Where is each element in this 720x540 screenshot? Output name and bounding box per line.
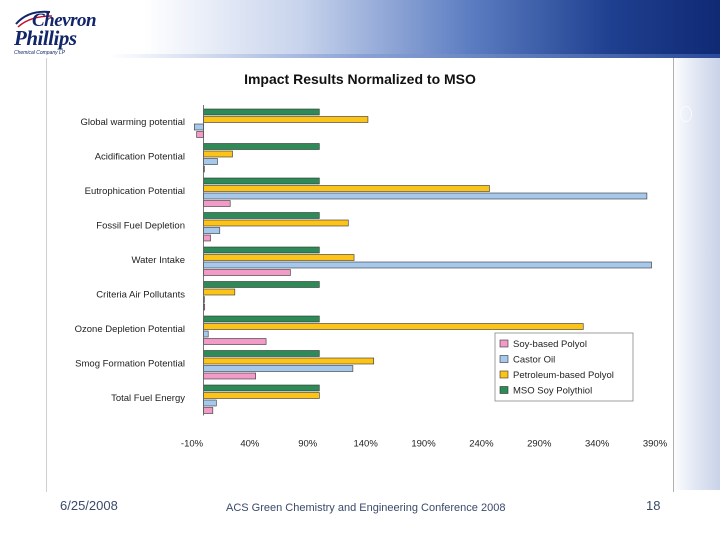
bar-castor-oil-8	[203, 399, 217, 407]
bar-petroleum-based-polyol-1	[203, 150, 233, 158]
logo-swoosh-icon	[15, 10, 53, 28]
bar-mso-soy-polythiol-7	[203, 350, 320, 357]
bar-petroleum-based-polyol-3	[203, 219, 349, 227]
header-band	[0, 0, 720, 58]
category-label: Total Fuel Energy	[111, 393, 185, 404]
x-tick-label: 390%	[643, 439, 668, 450]
bar-mso-soy-polythiol-2	[203, 177, 320, 185]
bar-petroleum-based-polyol-4	[203, 254, 355, 261]
bar-soy-based-polyol-3	[203, 234, 211, 242]
legend-swatch	[499, 386, 509, 394]
company-logo: Chevron Phillips Chemical Company LP	[10, 6, 120, 56]
chart-area: Impact Results Normalized to MSO Global w…	[46, 58, 674, 492]
category-label: Smog Formation Potential	[75, 359, 185, 370]
chart-title: Impact Results Normalized to MSO	[244, 71, 476, 87]
category-label: Ozone Depletion Potential	[75, 324, 185, 335]
legend-box	[494, 332, 634, 402]
logo-text-chevron: Chevron	[32, 10, 97, 31]
bar-castor-oil-6	[203, 330, 209, 338]
legend-entry: Soy-based Polyol	[513, 339, 587, 350]
x-tick-label: 240%	[469, 439, 494, 450]
bar-castor-oil-0	[194, 123, 204, 131]
bar-mso-soy-polythiol-1	[203, 143, 320, 150]
bar-soy-based-polyol-8	[203, 407, 214, 414]
x-tick-label: -10%	[181, 439, 204, 450]
bar-mso-soy-polythiol-5	[203, 281, 320, 288]
x-tick-label: 290%	[527, 439, 552, 450]
bar-petroleum-based-polyol-0	[203, 116, 369, 123]
category-label: Water Intake	[131, 255, 185, 266]
legend-entry: Castor Oil	[513, 355, 555, 366]
bar-mso-soy-polythiol-0	[203, 108, 320, 116]
logo-tagline: Chemical Company LP	[14, 50, 66, 56]
page-number: 18	[646, 498, 661, 513]
bar-mso-soy-polythiol-8	[203, 384, 320, 392]
x-tick-label: 40%	[240, 439, 260, 450]
bar-petroleum-based-polyol-8	[203, 392, 320, 399]
category-label: Eutrophication Potential	[85, 186, 185, 197]
bar-castor-oil-7	[203, 365, 354, 372]
bar-mso-soy-polythiol-3	[203, 212, 320, 219]
legend-swatch	[499, 370, 509, 379]
logo-text-phillips: Phillips	[14, 26, 77, 50]
bar-soy-based-polyol-7	[203, 372, 256, 380]
bar-soy-based-polyol-2	[203, 200, 231, 207]
bar-soy-based-polyol-4	[203, 269, 291, 276]
bar-soy-based-polyol-0	[196, 131, 204, 138]
x-tick-label: 190%	[411, 439, 436, 450]
impact-chart: Impact Results Normalized to MSO Global w…	[75, 71, 668, 450]
bar-petroleum-based-polyol-7	[203, 357, 375, 365]
category-label: Fossil Fuel Depletion	[96, 221, 185, 232]
legend-entry: MSO Soy Polythiol	[513, 386, 592, 397]
category-label: Acidification Potential	[95, 152, 185, 163]
bar-petroleum-based-polyol-6	[203, 323, 584, 330]
legend-swatch	[499, 339, 509, 348]
footer-conference: ACS Green Chemistry and Engineering Conf…	[226, 502, 506, 514]
bar-castor-oil-3	[203, 227, 221, 234]
bar-castor-oil-4	[203, 261, 652, 269]
category-label: Criteria Air Pollutants	[96, 290, 185, 301]
x-tick-label: 340%	[585, 439, 610, 450]
legend-entry: Petroleum-based Polyol	[513, 370, 614, 381]
bar-mso-soy-polythiol-6	[203, 315, 320, 323]
bar-petroleum-based-polyol-2	[203, 185, 490, 192]
decorative-dot	[680, 106, 692, 122]
side-stripe	[672, 58, 720, 490]
bar-petroleum-based-polyol-5	[203, 288, 236, 296]
legend-swatch	[499, 355, 509, 363]
footer-date: 6/25/2008	[60, 498, 118, 513]
bar-soy-based-polyol-6	[203, 338, 267, 345]
x-tick-label: 140%	[353, 439, 378, 450]
x-tick-label: 90%	[298, 439, 318, 450]
bar-castor-oil-1	[203, 158, 218, 165]
bar-castor-oil-2	[203, 192, 648, 200]
category-label: Global warming potential	[80, 117, 185, 128]
bar-mso-soy-polythiol-4	[203, 246, 320, 254]
